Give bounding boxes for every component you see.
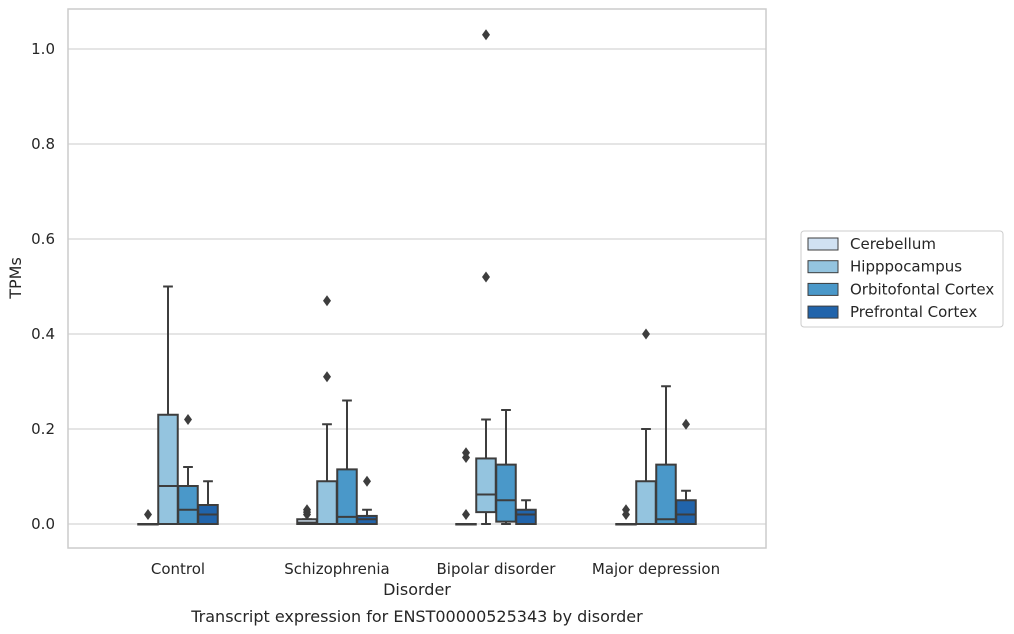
box-series: [137, 29, 697, 526]
box-iqr: [635, 480, 657, 525]
box-group: [475, 29, 497, 525]
box-iqr: [655, 463, 677, 525]
x-axis-ticks: Control Schizophrenia Bipolar disorder Majo…: [151, 560, 720, 578]
legend-label: Orbitofontal Cortex: [850, 280, 994, 298]
box-iqr: [336, 468, 358, 525]
y-tick-label: 0.2: [31, 420, 55, 438]
box-group: [336, 399, 358, 525]
x-tick-label: Control: [151, 560, 205, 578]
chart-caption: Transcript expression for ENST0000052534…: [190, 607, 643, 626]
outlier-point: [642, 328, 650, 340]
x-tick-label: Schizophrenia: [284, 560, 389, 578]
outlier-point: [144, 509, 152, 520]
y-tick-label: 0.0: [31, 515, 55, 533]
box-group: [675, 418, 697, 525]
box-group: [515, 499, 537, 525]
box-group: [356, 475, 378, 525]
box-group: [197, 480, 219, 525]
legend-label: Hipppocampus: [850, 258, 962, 276]
x-tick-label: Bipolar disorder: [437, 560, 557, 578]
legend-swatch: [807, 260, 839, 274]
legend-frame: [800, 230, 1004, 328]
box-iqr: [515, 508, 537, 525]
outlier-point: [323, 295, 331, 307]
outlier-point: [323, 371, 331, 383]
box-iqr: [675, 499, 697, 525]
outlier-point: [482, 271, 490, 283]
outlier-point: [622, 504, 630, 516]
y-axis-label: TPMs: [6, 257, 25, 300]
legend: Cerebellum Hipppocampus Orbitofontal Corte…: [800, 230, 1004, 328]
legend-swatch: [807, 282, 839, 296]
box-group: [635, 328, 657, 525]
y-axis-ticks: 0.0 0.2 0.4 0.6 0.8 1.0: [31, 40, 55, 533]
box-group: [296, 504, 318, 525]
box-group: [455, 447, 477, 526]
box-iqr: [495, 463, 517, 523]
outlier-point: [303, 504, 311, 516]
box-group: [316, 295, 338, 525]
y-tick-label: 0.8: [31, 135, 55, 153]
legend-label: Cerebellum: [850, 235, 936, 253]
box-iqr: [316, 480, 338, 525]
box-group: [615, 504, 637, 526]
box-iqr: [177, 485, 199, 525]
y-tick-label: 0.6: [31, 230, 55, 248]
y-tick-label: 0.4: [31, 325, 55, 343]
box-group: [655, 385, 677, 525]
box-iqr: [157, 413, 179, 525]
outlier-point: [462, 447, 470, 459]
outlier-point: [682, 418, 690, 430]
outlier-point: [363, 475, 371, 487]
box-iqr: [475, 457, 497, 514]
outlier-point: [184, 414, 192, 425]
x-axis-label: Disorder: [383, 580, 451, 599]
x-tick-label: Major depression: [592, 560, 720, 578]
legend-label: Prefrontal Cortex: [850, 303, 977, 321]
box-group: [177, 414, 199, 525]
box-group: [137, 509, 159, 526]
box-group: [495, 409, 517, 525]
legend-swatch: [807, 237, 839, 251]
plot-frame: [67, 8, 767, 549]
y-tick-label: 1.0: [31, 40, 55, 58]
outlier-point: [482, 29, 490, 41]
box-group: [157, 285, 179, 525]
legend-swatch: [807, 305, 839, 319]
outlier-point: [462, 509, 470, 520]
